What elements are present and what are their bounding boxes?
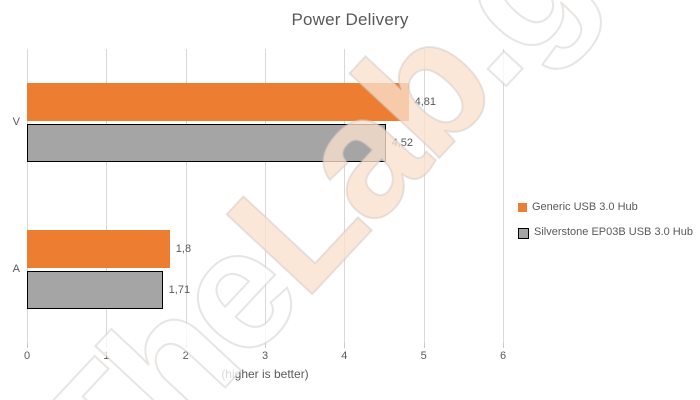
category-label-a: A (12, 262, 20, 275)
x-tick-label-6: 6 (499, 350, 507, 362)
gridline-x-5 (423, 49, 425, 343)
x-tick-mark-0 (27, 343, 28, 348)
gridline-x-2 (185, 49, 187, 343)
value-label-generic-v: 4,81 (414, 96, 436, 108)
x-tick-mark-5 (423, 343, 425, 348)
x-tick-mark-1 (106, 343, 108, 348)
legend-label-silverstone: Silverstone EP03B USB 3.0 Hub (534, 226, 693, 238)
legend-item-silverstone: Silverstone EP03B USB 3.0 Hub (518, 226, 693, 251)
x-axis-title: (higher is better) (221, 367, 309, 381)
x-tick-label-0: 0 (23, 350, 31, 362)
x-tick-label-4: 4 (341, 350, 348, 362)
legend-swatch-silverstone (518, 228, 529, 239)
gridline-x-6 (503, 49, 504, 343)
x-tick-label-5: 5 (420, 350, 427, 362)
x-tick-mark-3 (265, 343, 266, 348)
legend-label-generic: Generic USB 3.0 Hub (532, 201, 638, 213)
legend-swatch-generic (518, 203, 527, 212)
plot-area (27, 49, 504, 343)
legend: Generic USB 3.0 Hub Silverstone EP03B US… (518, 201, 693, 251)
x-tick-label-2: 2 (182, 350, 189, 362)
bar-silverstone-v (27, 124, 386, 162)
gridline-x-0 (27, 49, 28, 343)
gridline-x-4 (344, 49, 346, 343)
x-tick-mark-4 (344, 343, 346, 348)
bar-silverstone-a (27, 271, 163, 309)
legend-item-generic: Generic USB 3.0 Hub (518, 201, 693, 226)
value-label-silverstone-a: 1,71 (168, 284, 191, 296)
x-tick-label-3: 3 (261, 350, 269, 362)
bar-generic-v (27, 83, 409, 121)
chart-title: Power Delivery (291, 10, 409, 29)
x-tick-mark-2 (185, 343, 187, 348)
x-tick-mark-6 (503, 343, 504, 348)
value-label-generic-a: 1,8 (175, 243, 192, 255)
gridline-x-3 (265, 49, 266, 343)
bar-generic-a (27, 230, 170, 268)
category-label-v: V (12, 115, 20, 128)
gridline-x-1 (106, 49, 108, 343)
x-tick-label-1: 1 (103, 350, 110, 362)
value-label-silverstone-v: 4,52 (391, 137, 413, 149)
